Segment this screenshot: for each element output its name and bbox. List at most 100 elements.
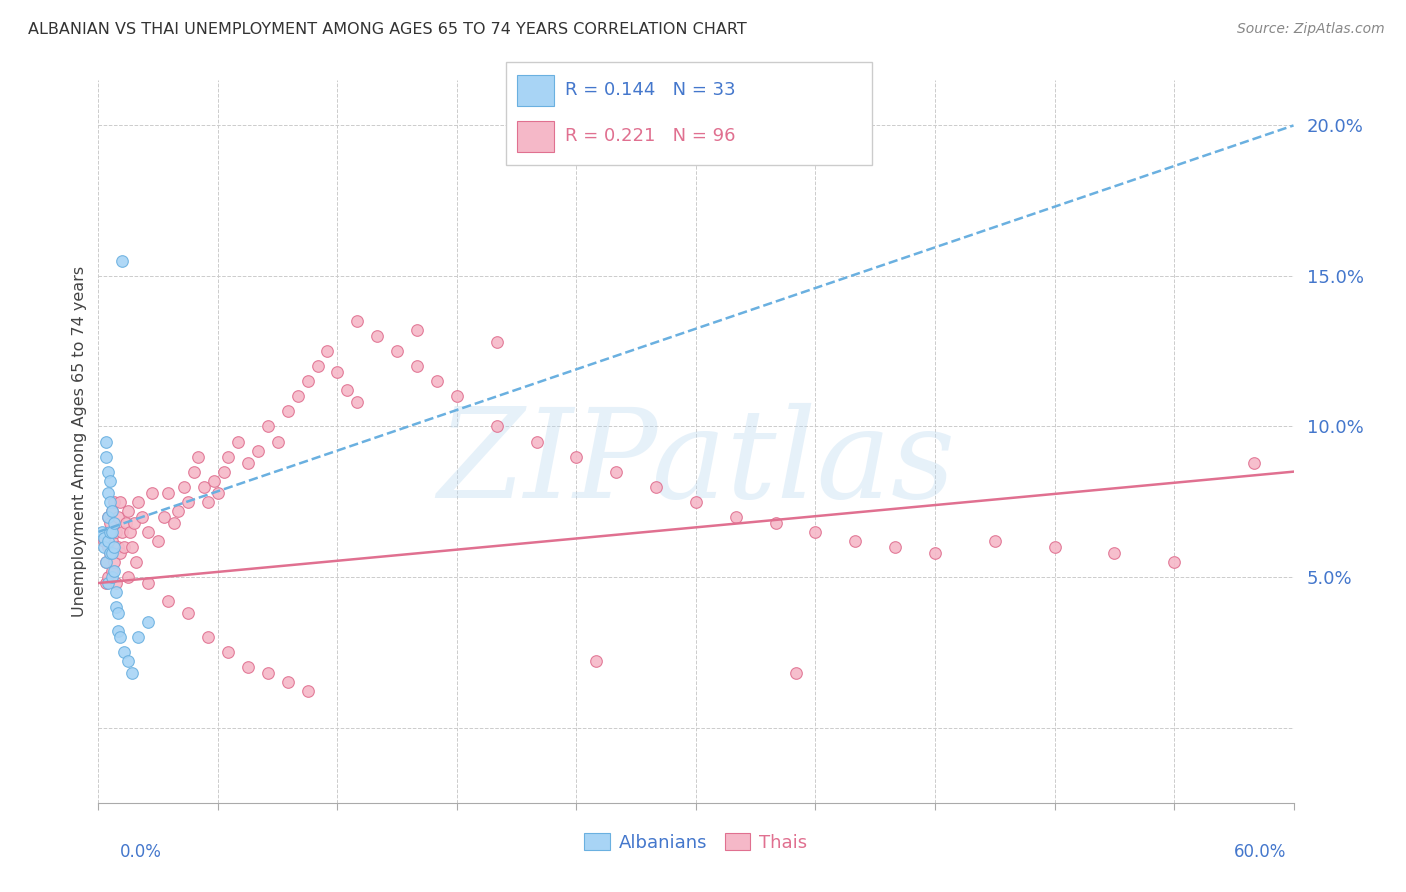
Point bbox=[97, 465, 120, 479]
Text: ZIPatlas: ZIPatlas bbox=[437, 402, 955, 524]
Point bbox=[97, 540, 120, 554]
Point bbox=[804, 524, 827, 539]
Point bbox=[157, 485, 180, 500]
Point bbox=[148, 533, 170, 548]
Point bbox=[107, 606, 129, 620]
Point bbox=[307, 359, 329, 374]
Point bbox=[277, 675, 299, 690]
Point bbox=[236, 456, 259, 470]
Point bbox=[197, 630, 219, 644]
Point bbox=[111, 253, 134, 268]
Point bbox=[212, 465, 235, 479]
Point bbox=[585, 654, 607, 668]
Point bbox=[98, 516, 122, 530]
Point bbox=[136, 615, 159, 630]
Point bbox=[98, 474, 122, 488]
Point bbox=[426, 374, 449, 388]
Point bbox=[326, 365, 349, 379]
Point bbox=[485, 335, 508, 350]
Point bbox=[346, 395, 368, 409]
Point bbox=[316, 344, 339, 359]
Point bbox=[93, 531, 115, 545]
Point bbox=[120, 524, 142, 539]
Point bbox=[724, 509, 747, 524]
Point bbox=[98, 546, 122, 560]
Point bbox=[197, 494, 219, 508]
Point bbox=[96, 555, 118, 569]
Point bbox=[173, 480, 195, 494]
Point bbox=[645, 480, 668, 494]
Point bbox=[97, 485, 120, 500]
FancyBboxPatch shape bbox=[506, 62, 872, 165]
Point bbox=[1163, 555, 1185, 569]
Point bbox=[202, 474, 225, 488]
Point bbox=[236, 660, 259, 674]
Point bbox=[193, 480, 215, 494]
Text: 0.0%: 0.0% bbox=[120, 843, 162, 861]
Point bbox=[105, 524, 128, 539]
Point bbox=[765, 516, 787, 530]
Point bbox=[97, 576, 120, 591]
Point bbox=[101, 546, 124, 560]
Point bbox=[110, 630, 132, 644]
Point bbox=[785, 666, 807, 681]
Point bbox=[98, 524, 122, 539]
Point bbox=[97, 509, 120, 524]
Point bbox=[685, 494, 707, 508]
Point bbox=[111, 524, 134, 539]
Point bbox=[96, 450, 118, 464]
Point bbox=[187, 450, 209, 464]
Point bbox=[96, 555, 118, 569]
Point bbox=[107, 509, 129, 524]
Text: R = 0.144   N = 33: R = 0.144 N = 33 bbox=[565, 81, 735, 99]
Point bbox=[121, 540, 143, 554]
Point bbox=[256, 666, 278, 681]
Point bbox=[297, 684, 319, 698]
Point bbox=[103, 540, 125, 554]
Point bbox=[1243, 456, 1265, 470]
Point bbox=[103, 564, 125, 578]
Text: 60.0%: 60.0% bbox=[1234, 843, 1286, 861]
Point bbox=[406, 323, 429, 337]
Point bbox=[117, 654, 139, 668]
Point bbox=[101, 524, 124, 539]
Point bbox=[112, 645, 135, 659]
Point bbox=[157, 594, 180, 608]
Legend: Albanians, Thais: Albanians, Thais bbox=[576, 826, 815, 859]
Text: Source: ZipAtlas.com: Source: ZipAtlas.com bbox=[1237, 22, 1385, 37]
Point bbox=[105, 576, 128, 591]
FancyBboxPatch shape bbox=[517, 121, 554, 152]
Point bbox=[277, 404, 299, 418]
Point bbox=[207, 485, 229, 500]
Point bbox=[110, 546, 132, 560]
Point bbox=[136, 524, 159, 539]
Point bbox=[105, 600, 128, 615]
Point bbox=[97, 509, 120, 524]
Point bbox=[101, 533, 124, 548]
Point bbox=[97, 533, 120, 548]
Point bbox=[124, 516, 146, 530]
Point bbox=[98, 546, 122, 560]
Point bbox=[844, 533, 866, 548]
Point bbox=[167, 504, 190, 518]
Point bbox=[226, 434, 249, 449]
Point bbox=[125, 555, 148, 569]
Point bbox=[565, 450, 588, 464]
Point bbox=[115, 516, 138, 530]
Point bbox=[98, 494, 122, 508]
Point bbox=[91, 524, 114, 539]
Point bbox=[217, 645, 239, 659]
Point bbox=[101, 570, 124, 584]
Point bbox=[183, 465, 205, 479]
Point bbox=[246, 443, 269, 458]
Point bbox=[101, 564, 124, 578]
Point bbox=[96, 576, 118, 591]
Point bbox=[485, 419, 508, 434]
Point bbox=[101, 504, 124, 518]
Point bbox=[177, 494, 200, 508]
Point bbox=[121, 666, 143, 681]
Point bbox=[924, 546, 946, 560]
Text: ALBANIAN VS THAI UNEMPLOYMENT AMONG AGES 65 TO 74 YEARS CORRELATION CHART: ALBANIAN VS THAI UNEMPLOYMENT AMONG AGES… bbox=[28, 22, 747, 37]
Point bbox=[136, 576, 159, 591]
Text: R = 0.221   N = 96: R = 0.221 N = 96 bbox=[565, 128, 735, 145]
